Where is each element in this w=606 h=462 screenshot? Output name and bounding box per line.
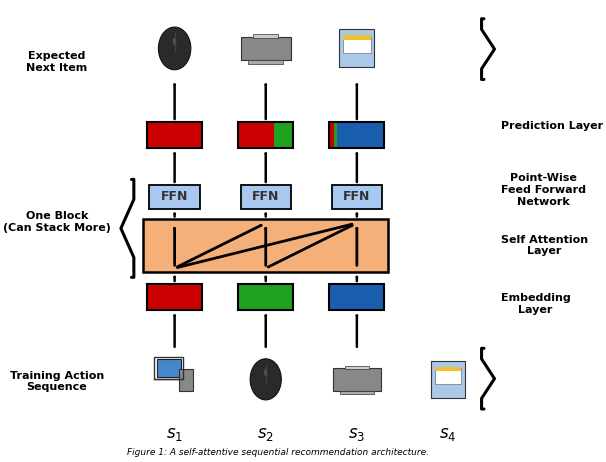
Bar [147, 122, 202, 148]
Bar [253, 34, 278, 38]
Bar [143, 219, 388, 272]
Text: Prediction Layer: Prediction Layer [501, 121, 603, 131]
Bar [333, 368, 381, 391]
Bar [329, 122, 384, 148]
Bar [248, 60, 283, 64]
Bar [343, 36, 371, 53]
Bar [329, 284, 384, 310]
Bar [339, 30, 375, 67]
Bar [238, 122, 293, 148]
Text: One Block
(Can Stack More): One Block (Can Stack More) [3, 211, 111, 233]
Text: Figure 1: A self-attentive sequential recommendation architecture.: Figure 1: A self-attentive sequential re… [127, 448, 428, 457]
Bar [156, 359, 181, 377]
Bar [241, 36, 291, 60]
Ellipse shape [158, 27, 191, 70]
Bar [179, 369, 193, 391]
Bar [147, 284, 202, 310]
Bar [435, 368, 461, 384]
Ellipse shape [250, 359, 281, 400]
Text: $s_1$: $s_1$ [166, 426, 183, 443]
Text: $s_4$: $s_4$ [439, 426, 457, 443]
Bar [155, 357, 183, 379]
Bar [334, 122, 337, 148]
Text: FFN: FFN [343, 190, 370, 203]
Text: Self Attention
Layer: Self Attention Layer [501, 235, 588, 256]
Bar [337, 122, 384, 148]
Bar [435, 367, 461, 371]
Bar [150, 185, 200, 209]
Text: FFN: FFN [161, 190, 188, 203]
Text: Expected
Next Item: Expected Next Item [27, 51, 88, 73]
Text: $s_2$: $s_2$ [258, 426, 274, 443]
Bar [147, 122, 202, 148]
Bar [238, 284, 293, 310]
Bar [343, 36, 371, 40]
Ellipse shape [173, 37, 176, 45]
Ellipse shape [264, 369, 267, 377]
Bar [329, 122, 334, 148]
Bar [331, 185, 382, 209]
Bar [345, 365, 369, 369]
Text: Embedding
Layer: Embedding Layer [501, 293, 570, 315]
Bar [241, 185, 291, 209]
Bar [431, 361, 465, 398]
Bar [274, 122, 293, 148]
Text: Training Action
Sequence: Training Action Sequence [10, 371, 104, 392]
Text: Point-Wise
Feed Forward
Network: Point-Wise Feed Forward Network [501, 173, 586, 207]
Bar [340, 391, 374, 394]
Text: $s_3$: $s_3$ [348, 426, 365, 443]
Bar [238, 122, 274, 148]
Text: FFN: FFN [252, 190, 279, 203]
